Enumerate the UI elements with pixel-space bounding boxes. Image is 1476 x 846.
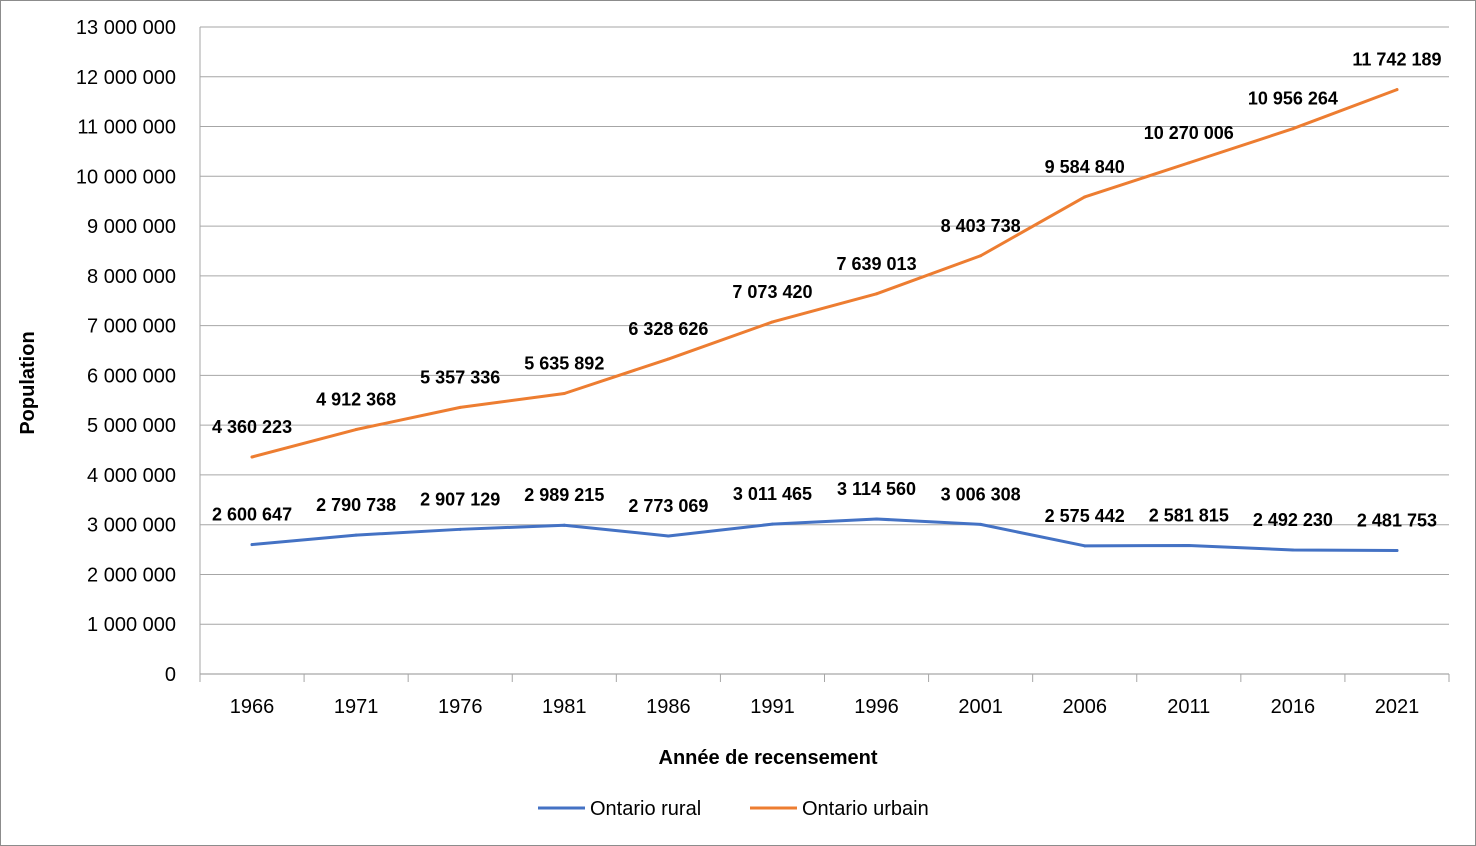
data-point: [354, 428, 358, 432]
data-label: 3 114 560: [837, 479, 916, 499]
y-axis-title: Population: [17, 331, 39, 434]
data-label: 9 584 840: [1045, 157, 1125, 177]
data-label: 8 403 738: [941, 216, 1021, 236]
data-point: [979, 254, 983, 258]
data-point: [562, 392, 566, 396]
data-label: 2 907 129: [420, 489, 500, 509]
data-point: [875, 292, 879, 296]
data-point: [354, 533, 358, 537]
data-point: [979, 522, 983, 526]
x-tick-label: 2021: [1375, 696, 1420, 718]
data-label: 2 773 069: [628, 496, 708, 516]
data-label: 7 073 420: [732, 282, 812, 302]
x-tick-label: 1971: [334, 696, 379, 718]
legend: Ontario rural Ontario urbain: [538, 798, 929, 820]
y-tick-label: 10 000 000: [76, 166, 176, 188]
data-point: [562, 523, 566, 527]
x-tick-label: 2001: [958, 696, 1003, 718]
y-tick-label: 13 000 000: [76, 17, 176, 39]
data-label: 3 006 308: [941, 484, 1021, 504]
data-labels: 2 600 647 2 790 738 2 907 129 2 989 215 2 77…: [212, 50, 1442, 531]
data-label: 2 481 753: [1357, 510, 1437, 530]
data-point: [770, 522, 774, 526]
data-label: 10 270 006: [1144, 123, 1234, 143]
x-tick-label: 1991: [750, 696, 795, 718]
data-label: 2 492 230: [1253, 510, 1333, 530]
x-tick-label: 2016: [1271, 696, 1316, 718]
data-label: 2 989 215: [524, 485, 604, 505]
series-line-urbain: [250, 88, 1399, 459]
data-label: 5 635 892: [524, 354, 604, 374]
data-label: 3 011 465: [733, 484, 812, 504]
y-axis-tick-labels: 0 1 000 000 2 000 000 3 000 000 4 000 000 5 0…: [76, 17, 176, 686]
x-tick-label: 1986: [646, 696, 691, 718]
data-point: [458, 527, 462, 531]
x-tick-label: 1981: [542, 696, 587, 718]
data-label: 6 328 626: [628, 319, 708, 339]
data-point: [1395, 548, 1399, 552]
x-tick-label: 2011: [1167, 696, 1210, 718]
data-point: [1083, 544, 1087, 548]
data-point: [1187, 161, 1191, 165]
x-tick-label: 2006: [1062, 696, 1107, 718]
data-label: 2 575 442: [1045, 506, 1125, 526]
gridlines: [200, 26, 1449, 625]
legend-label: Ontario rural: [590, 798, 701, 820]
data-point: [1291, 127, 1295, 131]
y-tick-label: 9 000 000: [87, 216, 176, 238]
y-tick-label: 5 000 000: [87, 415, 176, 437]
y-tick-label: 12 000 000: [76, 67, 176, 89]
data-point: [666, 357, 670, 361]
data-label: 2 581 815: [1149, 506, 1229, 526]
y-tick-label: 4 000 000: [87, 465, 176, 487]
x-tick-label: 1966: [230, 696, 275, 718]
data-point: [250, 455, 254, 459]
data-label: 11 742 189: [1352, 50, 1441, 70]
data-label: 10 956 264: [1248, 89, 1338, 109]
data-label: 4 360 223: [212, 417, 292, 437]
data-label: 5 357 336: [420, 367, 500, 387]
x-axis-title: Année de recensement: [659, 747, 878, 769]
data-point: [458, 405, 462, 409]
legend-label: Ontario urbain: [802, 798, 929, 820]
data-point: [1395, 88, 1399, 92]
data-point: [666, 534, 670, 538]
data-point: [250, 543, 254, 547]
x-tick-label: 1996: [854, 696, 899, 718]
data-label: 4 912 368: [316, 390, 396, 410]
data-label: 2 790 738: [316, 495, 396, 515]
y-tick-label: 6 000 000: [87, 365, 176, 387]
y-tick-label: 1 000 000: [87, 614, 176, 636]
data-point: [1291, 548, 1295, 552]
data-label: 7 639 013: [837, 254, 917, 274]
x-axis: 1966 1971 1976 1981 1986 1991 1996 2001 2006 2011…: [199, 27, 1450, 718]
y-tick-label: 11 000 000: [77, 117, 176, 139]
series-line-rural: [250, 517, 1399, 552]
data-point: [1083, 195, 1087, 199]
x-tick-label: 1976: [438, 696, 483, 718]
series-lines: [250, 88, 1399, 552]
data-label: 2 600 647: [212, 505, 292, 525]
y-tick-label: 0: [165, 664, 176, 686]
data-point: [770, 320, 774, 324]
y-tick-label: 8 000 000: [87, 266, 176, 288]
y-tick-label: 2 000 000: [87, 564, 176, 586]
y-tick-label: 3 000 000: [87, 515, 176, 537]
data-point: [1187, 544, 1191, 548]
y-tick-label: 7 000 000: [87, 316, 176, 338]
data-point: [875, 517, 879, 521]
